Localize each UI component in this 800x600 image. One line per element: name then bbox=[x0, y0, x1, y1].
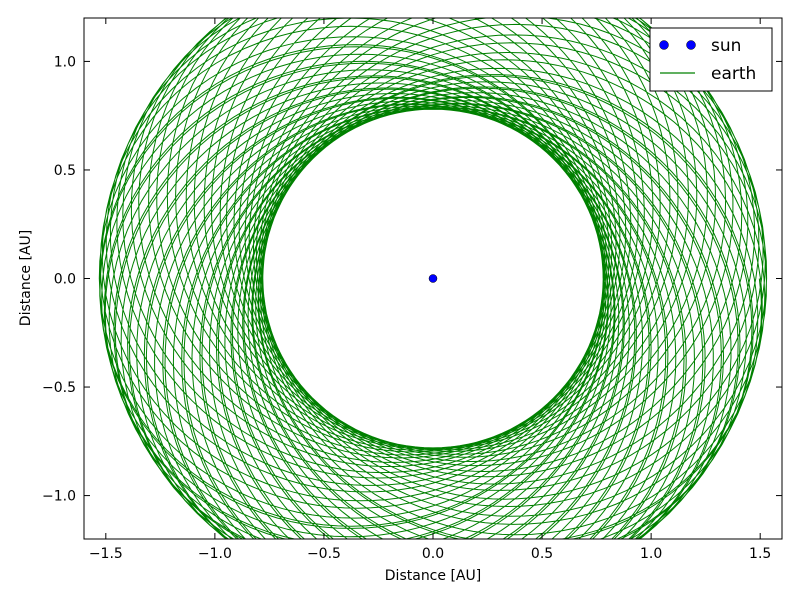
earth-orbit-line bbox=[98, 18, 768, 539]
ticks-layer: −1.5 −1.0 −0.5 0.0 0.5 1.0 1.5 1.0 0.5 0.0 −0.5 −1.… bbox=[42, 18, 782, 562]
legend-label-earth: earth bbox=[711, 64, 756, 84]
y-tick-label: −0.5 bbox=[42, 380, 76, 396]
y-tick-label: 0.5 bbox=[54, 163, 76, 179]
legend-sun-marker bbox=[659, 40, 669, 50]
y-tick-label: 1.0 bbox=[54, 54, 76, 70]
x-tick-label: 1.5 bbox=[749, 546, 771, 562]
x-tick-label: 0.5 bbox=[531, 546, 553, 562]
legend-box bbox=[649, 27, 773, 92]
x-tick-label: 0.0 bbox=[422, 546, 444, 562]
x-tick-label: −0.5 bbox=[307, 546, 341, 562]
legend: sun earth bbox=[649, 27, 773, 92]
legend-sun-marker bbox=[686, 40, 696, 50]
x-tick-label: 1.0 bbox=[640, 546, 662, 562]
sun-marker bbox=[428, 274, 438, 283]
legend-label-sun: sun bbox=[711, 36, 741, 56]
x-axis-label: Distance [AU] bbox=[385, 568, 481, 584]
y-tick-label: 0.0 bbox=[54, 272, 76, 288]
x-tick-label: −1.0 bbox=[198, 546, 232, 562]
y-tick-label: −1.0 bbox=[42, 489, 76, 505]
x-tick-label: −1.5 bbox=[89, 546, 123, 562]
y-axis-label: Distance [AU] bbox=[18, 230, 34, 326]
data-layer bbox=[98, 18, 768, 539]
